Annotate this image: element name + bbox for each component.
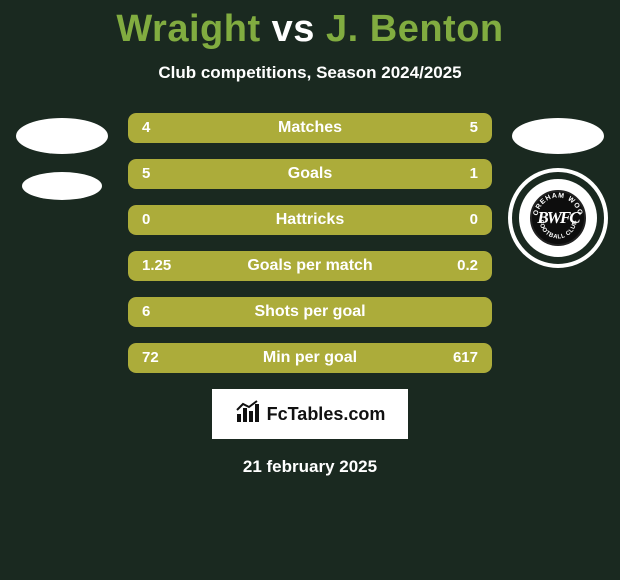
footer-brand-box: FcTables.com: [212, 389, 408, 439]
player2-badges: BOREHAM WOOD FOOTBALL CLUB BWFC: [512, 118, 604, 264]
stats-container: 45Matches 51Goals 00Hattricks 1.250.2Goals …: [128, 113, 492, 373]
footer-brand-text: FcTables.com: [267, 404, 386, 425]
stat-row: 72617Min per goal: [128, 343, 492, 373]
stat-row: 1.250.2Goals per match: [128, 251, 492, 281]
club-crest-inner: BOREHAM WOOD FOOTBALL CLUB BWFC: [530, 190, 586, 246]
stat-row: 45Matches: [128, 113, 492, 143]
player1-badge-1: [16, 118, 108, 154]
date-text: 21 february 2025: [0, 457, 620, 477]
stat-row: 6Shots per goal: [128, 297, 492, 327]
player1-name: Wraight: [116, 8, 260, 50]
stat-label: Shots per goal: [128, 297, 492, 327]
vs-text: vs: [272, 8, 315, 50]
stat-label: Goals per match: [128, 251, 492, 281]
player1-badge-2: [22, 172, 102, 200]
stat-label: Goals: [128, 159, 492, 189]
player2-badge-1: [512, 118, 604, 154]
player1-badges: [16, 118, 108, 218]
stat-label: Matches: [128, 113, 492, 143]
stat-row: 00Hattricks: [128, 205, 492, 235]
chart-icon: [235, 400, 261, 429]
club-monogram: BWFC: [537, 208, 578, 228]
stat-label: Min per goal: [128, 343, 492, 373]
player2-name: J. Benton: [326, 8, 504, 50]
stat-label: Hattricks: [128, 205, 492, 235]
subtitle: Club competitions, Season 2024/2025: [0, 63, 620, 83]
comparison-title: Wraight vs J. Benton: [0, 0, 620, 51]
stat-row: 51Goals: [128, 159, 492, 189]
player2-club-crest: BOREHAM WOOD FOOTBALL CLUB BWFC: [512, 172, 604, 264]
